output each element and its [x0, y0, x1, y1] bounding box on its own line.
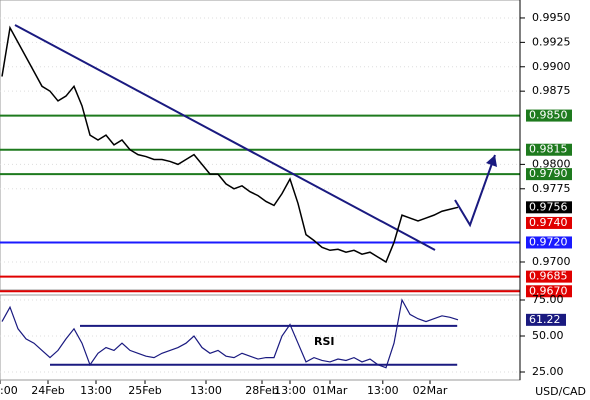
y-tick-label: 0.9800	[532, 157, 571, 170]
y-tick-label: 0.9925	[532, 35, 571, 48]
level-label-box	[526, 143, 572, 156]
price-line	[1, 298, 459, 369]
y-tick-label: 0.9950	[532, 11, 571, 24]
level-label-box	[526, 236, 572, 249]
level-label-box	[526, 109, 572, 122]
arrow	[454, 154, 496, 228]
level-label: 0.9815	[529, 143, 568, 156]
x-tick-label: 25Feb	[128, 384, 161, 397]
level-label: 0.9850	[529, 109, 568, 122]
level-label: 0.9790	[529, 167, 568, 180]
x-tick-label: 13:00	[367, 384, 399, 397]
y-tick-label: 0.9875	[532, 84, 571, 97]
price-label: 0.9740	[529, 216, 568, 229]
y-tick-label: 50.00	[532, 329, 564, 342]
x-tick-label: 13:00	[274, 384, 306, 397]
level-label-box	[526, 270, 572, 283]
level-label: 0.9670	[529, 284, 568, 297]
x-tick-label: 28Feb	[245, 384, 278, 397]
y-tick-label: 0.9900	[532, 60, 571, 73]
rsi-label-box	[526, 313, 566, 326]
rsi-label: RSI	[314, 335, 335, 348]
y-tick-label: 0.9700	[532, 255, 571, 268]
chart-title: USD/CAD	[535, 385, 586, 398]
y-tick-label: 25.00	[532, 365, 564, 378]
y-tick-label: 0.9775	[532, 182, 571, 195]
rsi-value-label: 61.22	[529, 313, 561, 326]
x-tick-label: :00	[0, 384, 18, 397]
level-label-box	[526, 285, 572, 298]
x-tick-label: 02Mar	[413, 384, 448, 397]
price-label-box	[526, 201, 572, 214]
panel-frame	[0, 0, 521, 291]
arrow-head	[486, 155, 497, 168]
x-tick-label: 01Mar	[313, 384, 348, 397]
level-label: 0.9720	[529, 235, 568, 248]
y-tick-label: 75.00	[532, 293, 564, 306]
trendline	[14, 24, 436, 251]
x-tick-label: 13:00	[190, 384, 222, 397]
level-label: 0.9685	[529, 270, 568, 283]
x-tick-label: 24Feb	[31, 384, 64, 397]
panel-frame	[0, 294, 521, 381]
price-label-box	[526, 216, 572, 229]
price-label: 0.9756	[529, 200, 568, 213]
x-tick-label: 13:00	[80, 384, 112, 397]
price-line	[1, 25, 459, 264]
level-label-box	[526, 168, 572, 181]
